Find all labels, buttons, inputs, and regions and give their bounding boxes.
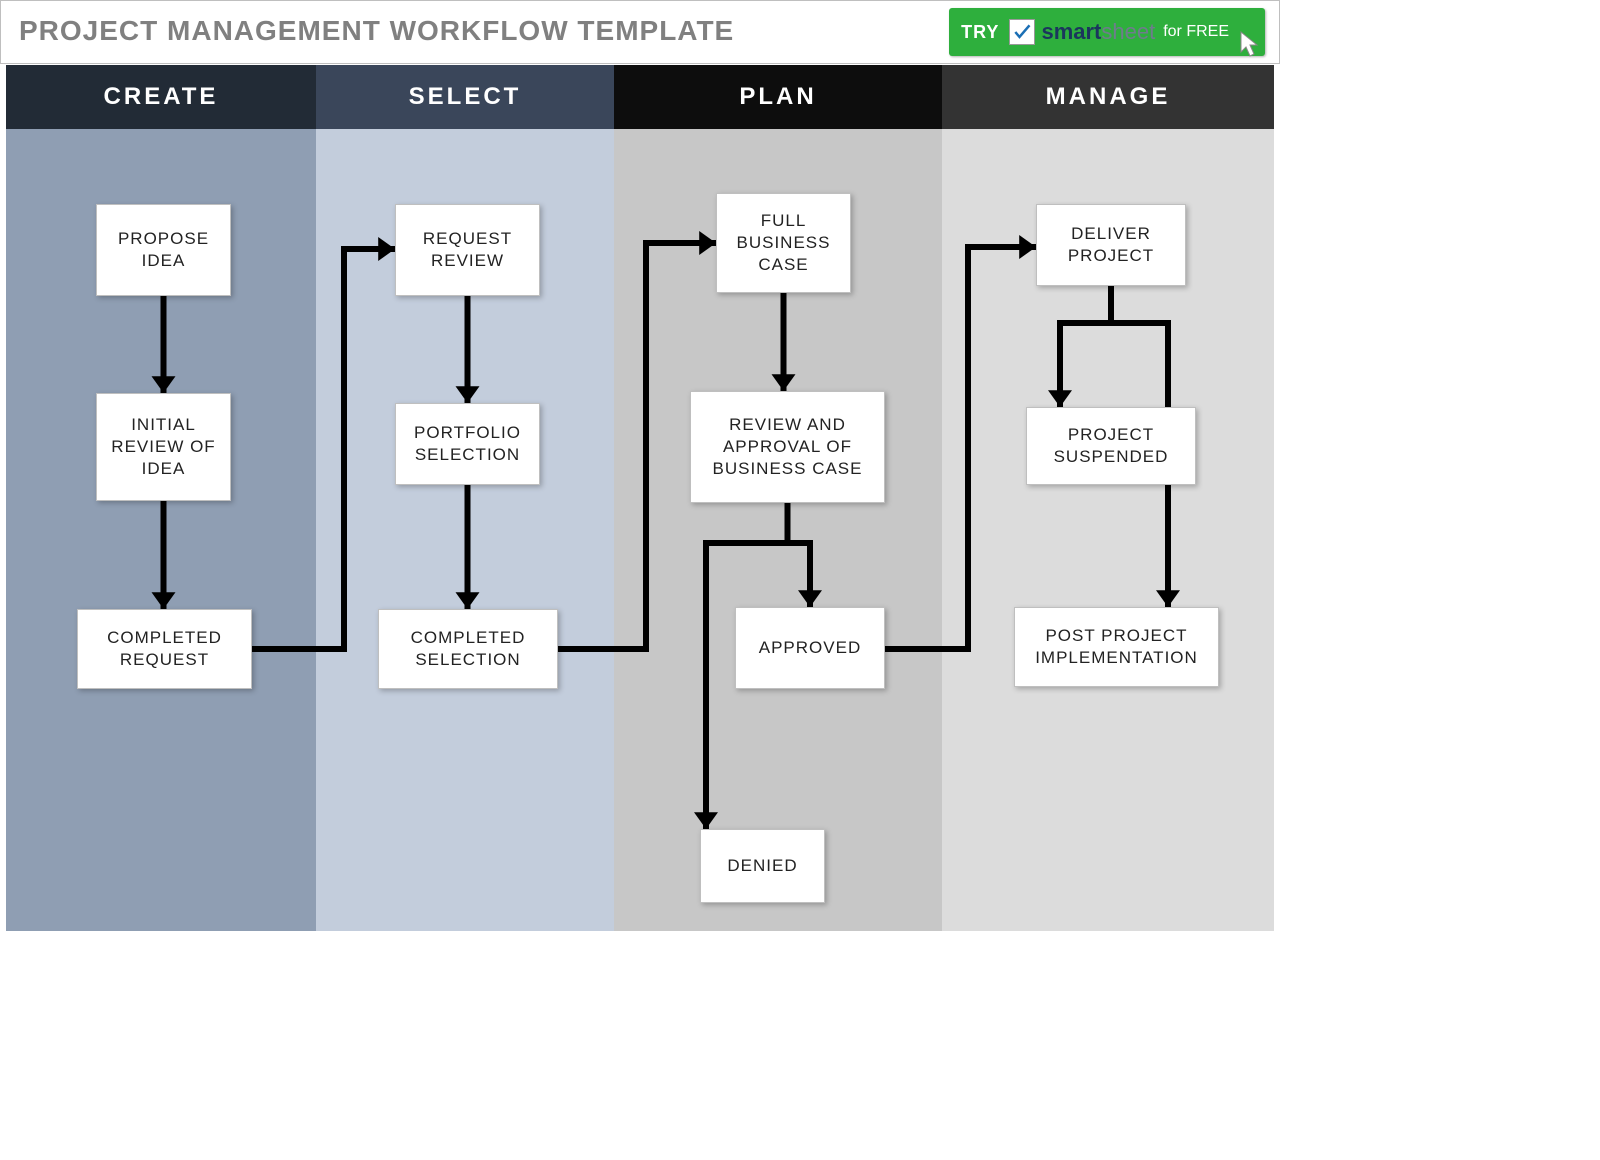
column-header-create: CREATE: [6, 65, 316, 129]
node-completed_selection: COMPLETED SELECTION: [378, 609, 558, 689]
checkmark-icon: [1009, 19, 1035, 45]
node-approved: APPROVED: [735, 607, 885, 689]
brand-light: sheet: [1101, 19, 1155, 44]
workflow-template: PROJECT MANAGEMENT WORKFLOW TEMPLATE TRY…: [0, 0, 1280, 934]
try-smartsheet-button[interactable]: TRY smartsheet for FREE: [949, 8, 1265, 56]
column-header-manage: MANAGE: [942, 65, 1274, 129]
node-full_biz: FULL BUSINESS CASE: [716, 193, 851, 293]
column-header-plan: PLAN: [614, 65, 942, 129]
cursor-icon: [1235, 30, 1261, 60]
node-initial: INITIAL REVIEW OF IDEA: [96, 393, 231, 501]
try-label: TRY: [961, 22, 999, 43]
column-header-select: SELECT: [316, 65, 614, 129]
for-free-label: for FREE: [1163, 23, 1229, 41]
title-bar: PROJECT MANAGEMENT WORKFLOW TEMPLATE TRY…: [0, 0, 1280, 64]
node-review_biz: REVIEW AND APPROVAL OF BUSINESS CASE: [690, 391, 885, 503]
node-deliver: DELIVER PROJECT: [1036, 204, 1186, 286]
brand-text: smartsheet: [1041, 19, 1155, 45]
page-title: PROJECT MANAGEMENT WORKFLOW TEMPLATE: [19, 15, 734, 47]
node-propose: PROPOSE IDEA: [96, 204, 231, 296]
node-suspended: PROJECT SUSPENDED: [1026, 407, 1196, 485]
node-portfolio: PORTFOLIO SELECTION: [395, 403, 540, 485]
node-denied: DENIED: [700, 829, 825, 903]
node-completed_request: COMPLETED REQUEST: [77, 609, 252, 689]
brand-bold: smart: [1041, 19, 1101, 44]
node-request_review: REQUEST REVIEW: [395, 204, 540, 296]
node-post_impl: POST PROJECT IMPLEMENTATION: [1014, 607, 1219, 687]
